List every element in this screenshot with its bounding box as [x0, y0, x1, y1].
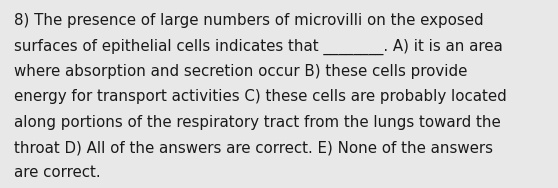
Text: where absorption and secretion occur B) these cells provide: where absorption and secretion occur B) … — [14, 64, 468, 79]
Text: energy for transport activities C) these cells are probably located: energy for transport activities C) these… — [14, 89, 507, 104]
Text: along portions of the respiratory tract from the lungs toward the: along portions of the respiratory tract … — [14, 115, 501, 130]
Text: are correct.: are correct. — [14, 165, 100, 180]
Text: 8) The presence of large numbers of microvilli on the exposed: 8) The presence of large numbers of micr… — [14, 13, 484, 28]
Text: throat D) All of the answers are correct. E) None of the answers: throat D) All of the answers are correct… — [14, 140, 493, 155]
Text: surfaces of epithelial cells indicates that ________. A) it is an area: surfaces of epithelial cells indicates t… — [14, 39, 503, 55]
